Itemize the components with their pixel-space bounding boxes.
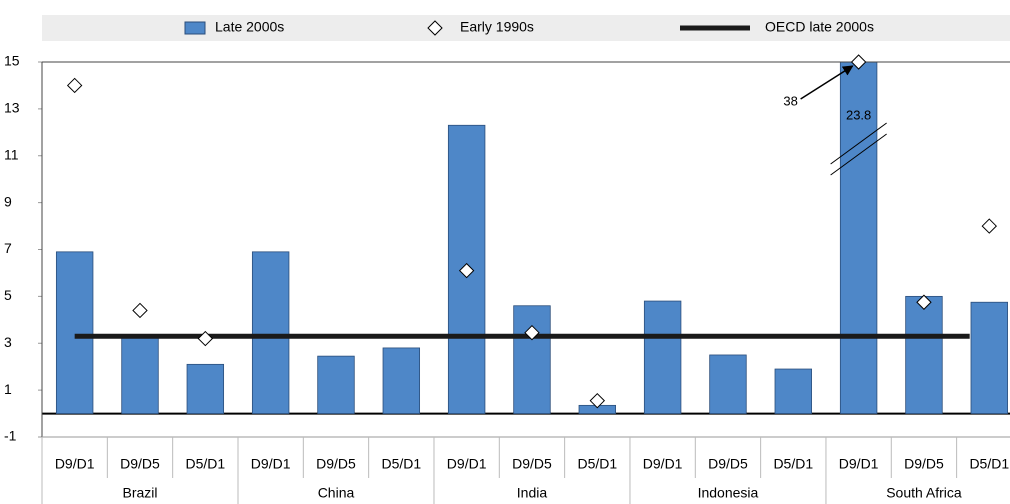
plot-area xyxy=(42,62,1010,415)
group-label: China xyxy=(318,485,355,501)
y-tick-label: 1 xyxy=(4,381,12,397)
x-tick-label: D5/D1 xyxy=(969,456,1009,472)
diamond-marker xyxy=(197,330,214,347)
break-mark xyxy=(830,122,887,165)
bar xyxy=(905,295,943,414)
legend-label: Early 1990s xyxy=(460,19,534,35)
bar xyxy=(839,62,878,414)
diamond-marker xyxy=(981,218,997,234)
annotation-arrow xyxy=(800,65,854,100)
group-label: Indonesia xyxy=(698,485,759,501)
bar xyxy=(970,301,1008,414)
value-label: 23.8 xyxy=(846,107,871,122)
value-label: 38 xyxy=(783,93,797,108)
diamond-marker xyxy=(524,324,540,341)
x-tick-label: D5/D1 xyxy=(773,456,813,472)
y-tick-label: 9 xyxy=(4,193,12,209)
break-mark xyxy=(830,133,887,176)
diamond-marker xyxy=(458,262,475,279)
legend-label: OECD late 2000s xyxy=(765,19,874,35)
x-tick-label: D9/D1 xyxy=(55,456,95,472)
x-tick-label: D9/D1 xyxy=(251,456,291,472)
y-tick-label: 13 xyxy=(4,100,20,116)
diamond-marker xyxy=(589,392,606,409)
bar xyxy=(382,347,421,414)
x-tick-label: D9/D5 xyxy=(708,456,748,472)
x-tick-label: D9/D5 xyxy=(512,456,552,472)
group-label: India xyxy=(517,485,548,501)
x-tick-label: D9/D1 xyxy=(839,456,879,472)
bar xyxy=(709,354,747,414)
x-tick-label: D5/D1 xyxy=(381,456,421,472)
bar xyxy=(774,368,812,414)
x-tick-label: D9/D1 xyxy=(447,456,487,472)
bar xyxy=(317,355,355,414)
x-tick-label: D9/D1 xyxy=(643,456,683,472)
group-label: South Africa xyxy=(886,485,962,501)
legend-swatch xyxy=(427,20,443,36)
legend-swatch xyxy=(184,21,206,35)
diamond-marker xyxy=(66,77,83,94)
bar xyxy=(513,305,551,414)
y-tick-label: 7 xyxy=(4,240,12,256)
legend-label: Late 2000s xyxy=(215,19,284,35)
y-tick-label: -1 xyxy=(4,428,17,444)
x-tick-label: D5/D1 xyxy=(577,456,617,472)
bar xyxy=(251,251,290,414)
bar xyxy=(121,335,159,414)
y-tick-label: 11 xyxy=(4,146,19,162)
diamond-marker xyxy=(850,54,867,70)
x-tick-label: D9/D5 xyxy=(120,456,160,472)
y-tick-label: 3 xyxy=(4,334,12,350)
diamond-marker xyxy=(132,302,148,319)
bar xyxy=(643,300,682,414)
bar xyxy=(186,363,225,414)
y-tick-label: 15 xyxy=(4,53,20,69)
group-label: Brazil xyxy=(122,485,157,501)
x-tick-label: D5/D1 xyxy=(185,456,225,472)
diamond-marker xyxy=(916,294,932,310)
x-tick-label: D9/D5 xyxy=(904,456,944,472)
bar xyxy=(55,251,94,414)
x-tick-label: D9/D5 xyxy=(316,456,356,472)
y-tick-label: 5 xyxy=(4,287,12,303)
